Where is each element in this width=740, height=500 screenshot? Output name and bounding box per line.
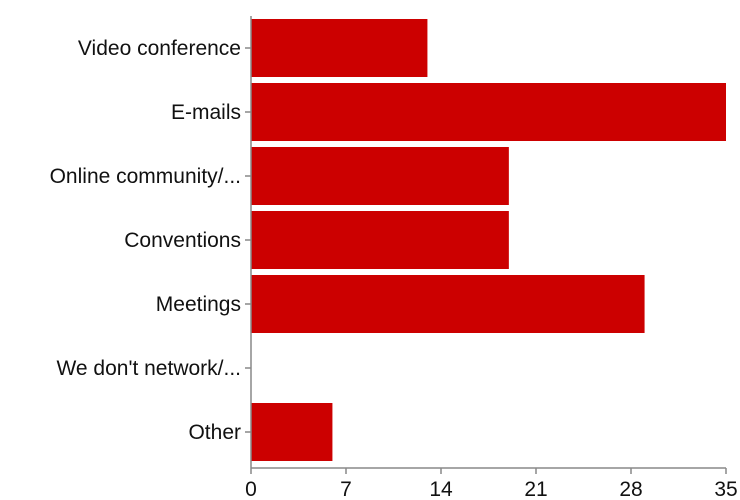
x-tick-label: 35 <box>714 478 737 500</box>
category-label-meetings: Meetings <box>156 293 241 316</box>
category-label-online-community: Online community/... <box>50 165 241 188</box>
bar-online-community <box>251 147 509 205</box>
bar-meetings <box>251 275 645 333</box>
x-tick-label: 7 <box>340 478 352 500</box>
bar-e-mails <box>251 83 726 141</box>
x-tick-label: 21 <box>524 478 547 500</box>
x-tick-label: 0 <box>245 478 257 500</box>
category-label-conventions: Conventions <box>124 229 241 252</box>
bar-video-conference <box>251 19 428 77</box>
category-label-other: Other <box>188 421 241 444</box>
x-tick-label: 28 <box>619 478 642 500</box>
category-label-video-conference: Video conference <box>78 37 241 60</box>
x-ticks: 0 7 14 21 28 35 <box>245 468 738 500</box>
axes <box>245 16 726 469</box>
x-tick-label: 14 <box>429 478 453 500</box>
bar-conventions <box>251 211 509 269</box>
category-label-e-mails: E-mails <box>171 101 241 124</box>
bars-layer <box>251 19 726 461</box>
bar-other <box>251 403 333 461</box>
category-label-we-don-t-network: We don't network/... <box>56 357 241 380</box>
category-labels: Video conference E-mails Online community/… <box>50 37 241 444</box>
